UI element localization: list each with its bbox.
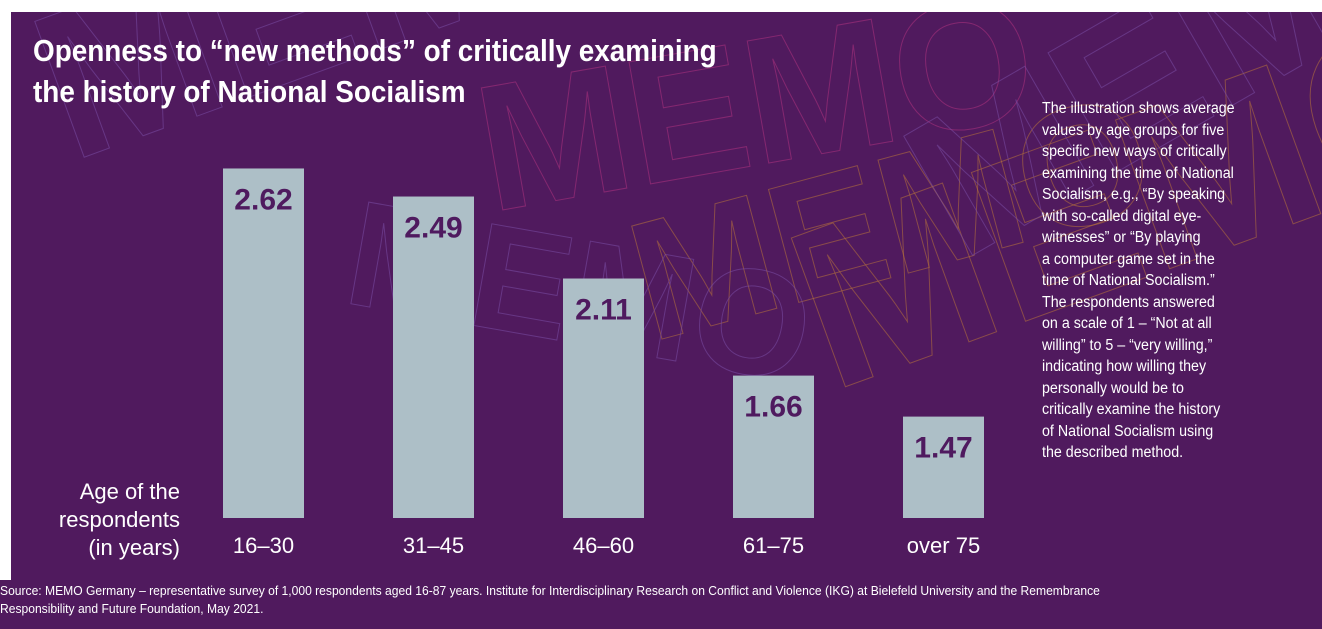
bar <box>733 375 814 518</box>
source-line-2: Responsibility and Future Foundation, Ma… <box>0 601 264 616</box>
x-axis-title-line-1: Age of the <box>79 479 180 504</box>
value-label: 2.11 <box>575 294 632 327</box>
category-label: 31–45 <box>403 533 464 558</box>
description-line: with so-called digital eye- <box>1042 207 1202 225</box>
category-label: 61–75 <box>743 533 804 558</box>
category-label: 46–60 <box>573 533 634 558</box>
category-label: 16–30 <box>233 533 294 558</box>
bar <box>563 278 644 518</box>
description-line: The illustration shows average <box>1042 100 1235 117</box>
description-line: indicating how willing they <box>1042 358 1207 375</box>
bar <box>393 196 474 518</box>
description-line: values by age groups for five <box>1042 121 1225 139</box>
description-line: on a scale of 1 – “Not at all <box>1042 315 1212 332</box>
value-label: 1.66 <box>744 391 802 424</box>
description-line: the described method. <box>1042 444 1184 461</box>
value-label: 2.49 <box>404 212 462 245</box>
chart-title-line-2: the history of National Socialism <box>33 74 466 109</box>
description-line: Socialism, e.g., “By speaking <box>1042 186 1226 203</box>
chart-description: The illustration shows average values by … <box>1042 98 1312 464</box>
bar <box>223 168 304 519</box>
source-area <box>0 580 1322 629</box>
description-line: personally would be to <box>1042 379 1184 397</box>
description-line: a computer game set in the <box>1042 250 1215 268</box>
description-line: witnesses” or “By playing <box>1042 229 1201 246</box>
value-label: 2.62 <box>234 183 292 216</box>
x-axis-title-line-2: respondents <box>58 507 180 532</box>
description-line: time of National Socialism.” <box>1042 272 1215 289</box>
description-line: willing” to 5 – “very willing,” <box>1042 336 1213 354</box>
category-label: over 75 <box>907 533 980 558</box>
chart-title-line-1: Openness to “new methods” of critically … <box>33 33 717 68</box>
description-line: critically examine the history <box>1042 401 1221 418</box>
description-line: of National Socialism using <box>1042 422 1214 440</box>
chart-panel: MEMOMEMOMEMOMEMOMEMOMEMO Openness to “ne… <box>11 12 1322 580</box>
bar <box>903 416 984 518</box>
bar-chart: 2.62 16–30 2.49 31–45 2.11 46–60 1.66 61–75 1.47… <box>223 168 984 558</box>
source-line-1: Source: MEMO Germany – representative su… <box>0 583 1100 598</box>
source-note: Source: MEMO Germany – representative su… <box>0 582 1322 618</box>
value-label: 1.47 <box>914 432 972 465</box>
x-axis-title-line-3: (in years) <box>88 535 180 560</box>
description-line: examining the time of National <box>1042 164 1234 182</box>
description-line: The respondents answered <box>1042 293 1215 311</box>
description-line: specific new ways of critically <box>1042 143 1227 160</box>
x-axis-title: Age of the respondents (in years) <box>11 478 180 562</box>
